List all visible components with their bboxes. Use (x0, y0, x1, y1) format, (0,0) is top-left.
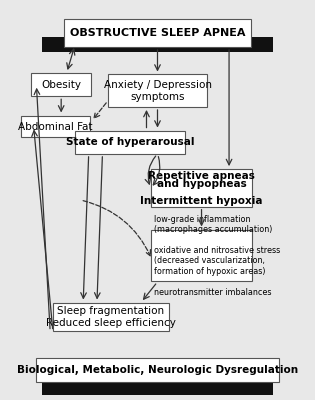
FancyBboxPatch shape (151, 169, 252, 207)
Text: State of hyperarousal: State of hyperarousal (66, 138, 194, 148)
Bar (42, 37, 273, 52)
Bar (42, 382, 273, 395)
Text: Sleep fragmentation
Reduced sleep efficiency: Sleep fragmentation Reduced sleep effici… (46, 306, 176, 328)
FancyBboxPatch shape (53, 303, 169, 332)
FancyBboxPatch shape (75, 131, 185, 154)
Text: low-grade inflammation
(macrophages accumulation)

oxidative and nitrosative str: low-grade inflammation (macrophages accu… (154, 215, 280, 296)
Text: Intermittent hypoxia: Intermittent hypoxia (140, 196, 263, 206)
FancyBboxPatch shape (31, 73, 91, 96)
FancyBboxPatch shape (151, 230, 252, 282)
FancyBboxPatch shape (37, 358, 278, 382)
Text: Obesity: Obesity (41, 80, 81, 90)
FancyBboxPatch shape (21, 116, 90, 138)
Text: Abdominal Fat: Abdominal Fat (18, 122, 93, 132)
Text: and hypopneas: and hypopneas (157, 179, 246, 189)
FancyBboxPatch shape (108, 74, 207, 107)
Text: Repetitive apneas: Repetitive apneas (148, 170, 255, 180)
FancyBboxPatch shape (64, 19, 251, 47)
Text: Anxiety / Depression
symptoms: Anxiety / Depression symptoms (104, 80, 211, 102)
Text: OBSTRUCTIVE SLEEP APNEA: OBSTRUCTIVE SLEEP APNEA (70, 28, 245, 38)
Text: Biological, Metabolic, Neurologic Dysregulation: Biological, Metabolic, Neurologic Dysreg… (17, 365, 298, 375)
